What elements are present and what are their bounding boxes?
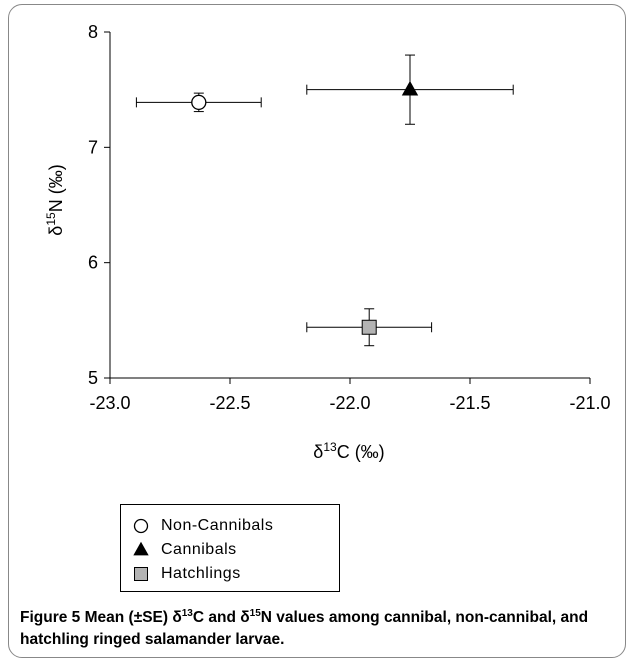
series-non-cannibals — [135, 92, 262, 113]
legend-marker — [134, 567, 148, 581]
y-tick-label: 5 — [88, 368, 98, 388]
triangle-marker — [401, 80, 419, 96]
legend-marker — [133, 541, 149, 556]
axes — [109, 32, 590, 379]
legend-label: Non-Cannibals — [161, 517, 274, 534]
square-marker — [361, 319, 377, 335]
series-cannibals — [306, 54, 514, 125]
x-tick-label: -21.5 — [449, 393, 490, 413]
legend-marker — [133, 518, 149, 534]
y-tick-label: 8 — [88, 22, 98, 42]
legend-item: Cannibals — [121, 539, 237, 561]
x-axis-label: δ13C (‰) — [313, 440, 384, 462]
series-hatchlings — [306, 308, 433, 347]
legend-label: Hatchlings — [161, 565, 241, 582]
legend-item: Non-Cannibals — [121, 515, 273, 537]
ticks: -23.0 -22.5 -22.0 -21.5 -21.0 5 6 7 8 — [88, 22, 611, 413]
legend-square-icon — [121, 565, 161, 583]
legend-triangle-icon — [121, 541, 161, 559]
legend-label: Cannibals — [161, 541, 237, 558]
x-tick-label: -22.0 — [329, 393, 370, 413]
data-marks — [135, 54, 514, 347]
scatter-plot: -23.0 -22.5 -22.0 -21.5 -21.0 5 6 7 8 δ13C (‰) δ… — [44, 22, 611, 462]
x-tick-label: -23.0 — [89, 393, 130, 413]
legend-circle-icon — [121, 517, 161, 535]
y-tick-label: 7 — [88, 137, 98, 157]
figure-frame — [8, 4, 626, 658]
legend: Non-Cannibals Cannibals Hatchlings — [120, 504, 340, 592]
caption-text: Mean (±SE) δ13C and δ15N values among ca… — [20, 607, 589, 648]
figure-caption: Figure 5 Mean (±SE) δ13C and δ15N values… — [20, 607, 616, 651]
x-tick-label: -21.0 — [569, 393, 610, 413]
y-axis-label: δ15N (‰) — [44, 164, 66, 235]
caption-label: Figure 5 — [20, 609, 81, 626]
legend-item: Hatchlings — [121, 563, 241, 585]
y-tick-label: 6 — [88, 253, 98, 273]
circle-marker — [191, 94, 207, 111]
x-tick-label: -22.5 — [209, 393, 250, 413]
